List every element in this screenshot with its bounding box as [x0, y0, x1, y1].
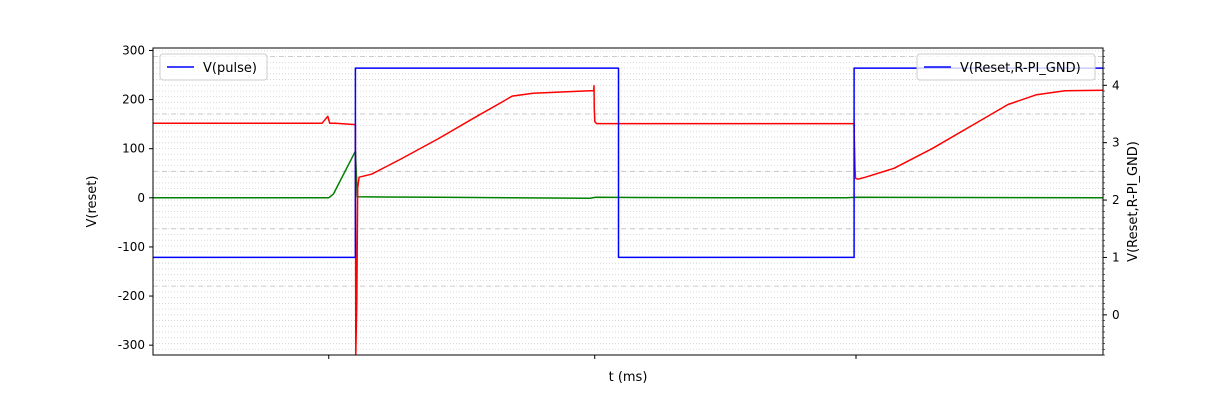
right-tick-label: 2: [1112, 193, 1120, 207]
left-tick-label: -200: [118, 289, 145, 303]
right-tick-label: 0: [1112, 308, 1120, 322]
legend-left: V(pulse): [159, 53, 268, 81]
series-line-2: [153, 150, 1104, 200]
x-axis: [328, 355, 857, 359]
right-y-axis-label: V(Reset,R-PI_GND): [1126, 141, 1141, 262]
right-tick-label: 3: [1112, 136, 1120, 150]
series-line-0: [153, 67, 1103, 259]
legend-right-box: [916, 53, 1096, 81]
right-tick-label: 4: [1112, 78, 1120, 92]
series-layer: [153, 67, 1104, 355]
legend-left-label: V(pulse): [203, 61, 257, 76]
left-tick-label: 0: [137, 191, 145, 205]
left-tick-label: 300: [122, 43, 145, 57]
right-tick-label: 1: [1112, 250, 1120, 264]
series-line-1: [153, 85, 1104, 355]
legend-left-box: [159, 53, 268, 81]
left-tick-label: 100: [122, 142, 145, 156]
x-axis-label: t (ms): [609, 370, 648, 385]
legend-right-label: V(Reset,R-PI_GND): [960, 61, 1081, 76]
left-tick-label: 200: [122, 93, 145, 107]
legend-right: V(Reset,R-PI_GND): [916, 53, 1096, 81]
left-tick-label: -100: [118, 240, 145, 254]
plot-frame: [152, 47, 1104, 356]
left-y-axis: 300 200 100 0 -100 -200 -300: [118, 43, 153, 352]
right-y-axis: 4 3 2 1 0: [1103, 50, 1120, 356]
left-tick-label: -300: [118, 338, 145, 352]
grid: [153, 50, 1103, 356]
left-y-axis-label: V(reset): [85, 176, 100, 228]
